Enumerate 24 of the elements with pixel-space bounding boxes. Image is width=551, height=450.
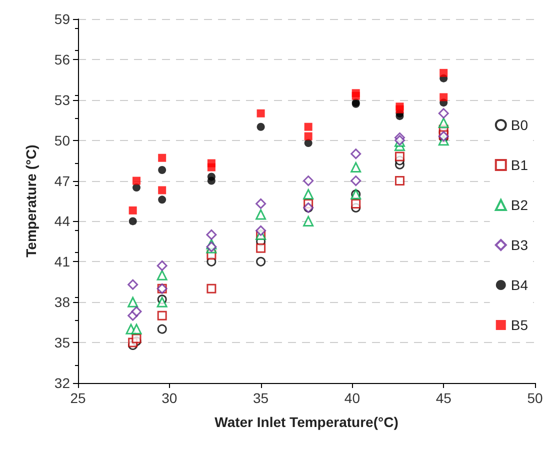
x-tick-label: 50 <box>527 390 543 406</box>
x-tick-label: 25 <box>70 390 86 406</box>
legend-label: B2 <box>510 197 528 213</box>
y-axis-title: Temperature (°C) <box>23 144 39 258</box>
y-tick-label: 38 <box>54 294 70 310</box>
y-tick-label: 35 <box>54 334 70 351</box>
legend-label: B3 <box>510 237 528 253</box>
y-tick-label: 59 <box>54 11 70 27</box>
x-axis-title: Water Inlet Temperature(°C) <box>214 414 398 430</box>
y-tick-label: 50 <box>54 132 70 148</box>
y-tick-label: 47 <box>54 172 70 189</box>
legend-label: B5 <box>510 317 528 333</box>
legend-label: B0 <box>510 117 528 133</box>
y-tick-label: 44 <box>54 213 70 230</box>
y-tick-label: 41 <box>54 254 70 270</box>
x-tick-label: 35 <box>253 390 269 406</box>
legend-label: B1 <box>510 157 528 173</box>
x-tick-label: 30 <box>162 390 178 406</box>
x-tick-label: 40 <box>344 390 360 406</box>
y-tick-label: 56 <box>54 51 70 68</box>
y-tick-label: 53 <box>54 92 70 108</box>
x-tick-label: 45 <box>436 390 452 406</box>
y-tick-label: 32 <box>54 375 70 391</box>
legend-label: B4 <box>510 277 528 293</box>
